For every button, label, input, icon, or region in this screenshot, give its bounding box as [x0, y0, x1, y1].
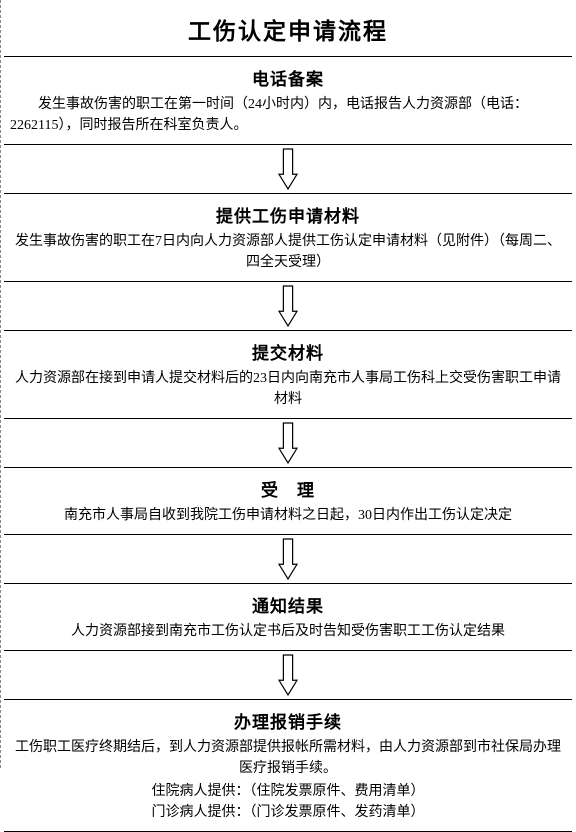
- flow-step: 提供工伤申请材料发生事故伤害的职工在7日内向人力资源部人提供工伤认定申请材料（见…: [4, 193, 572, 282]
- flow-step: 提交材料人力资源部在接到申请人提交材料后的23日内向南充市人事局工伤科上交受伤害…: [4, 330, 572, 419]
- step-body: 南充市人事局自收到我院工伤申请材料之日起，30日内作出工伤认定决定: [10, 505, 566, 526]
- flow-step: 电话备案发生事故伤害的职工在第一时间（24小时内）内，电话报告人力资源部（电话：…: [4, 56, 572, 145]
- step-body: 发生事故伤害的职工在7日内向人力资源部人提供工伤认定申请材料（见附件）（每周二、…: [10, 231, 566, 273]
- flow-step: 通知结果人力资源部接到南充市工伤认定书后及时告知受伤害职工工伤认定结果: [4, 583, 572, 651]
- step-body: 人力资源部在接到申请人提交材料后的23日内向南充市人事局工伤科上交受伤害职工申请…: [10, 368, 566, 410]
- step-body: 发生事故伤害的职工在第一时间（24小时内）内，电话报告人力资源部（电话：2262…: [10, 94, 566, 136]
- flow-step: 受 理南充市人事局自收到我院工伤申请材料之日起，30日内作出工伤认定决定: [4, 467, 572, 535]
- step-extra-line: 门诊病人提供：（门诊发票原件、发药清单）: [10, 802, 566, 823]
- page-title: 工伤认定申请流程: [4, 8, 572, 56]
- step-title: 受 理: [10, 476, 566, 501]
- down-arrow-icon: [4, 535, 572, 583]
- step-title: 办理报销手续: [10, 708, 566, 733]
- step-title: 提供工伤申请材料: [10, 202, 566, 227]
- down-arrow-icon: [4, 282, 572, 330]
- flowchart-container: 工伤认定申请流程 电话备案发生事故伤害的职工在第一时间（24小时内）内，电话报告…: [0, 0, 576, 832]
- down-arrow-icon: [4, 651, 572, 699]
- step-body: 工伤职工医疗终期结后，到人力资源部提供报帐所需材料，由人力资源部到市社保局办理医…: [10, 737, 566, 779]
- step-title: 电话备案: [10, 65, 566, 90]
- down-arrow-icon: [4, 145, 572, 193]
- step-title: 通知结果: [10, 592, 566, 617]
- step-body: 人力资源部接到南充市工伤认定书后及时告知受伤害职工工伤认定结果: [10, 621, 566, 642]
- flow-step: 办理报销手续工伤职工医疗终期结后，到人力资源部提供报帐所需材料，由人力资源部到市…: [4, 699, 572, 832]
- step-extra-line: 住院病人提供：（住院发票原件、费用清单）: [10, 781, 566, 802]
- flow-steps: 电话备案发生事故伤害的职工在第一时间（24小时内）内，电话报告人力资源部（电话：…: [4, 56, 572, 832]
- step-extra: 住院病人提供：（住院发票原件、费用清单）门诊病人提供：（门诊发票原件、发药清单）: [10, 781, 566, 823]
- left-dashed-rule: [0, 0, 1, 768]
- down-arrow-icon: [4, 419, 572, 467]
- step-title: 提交材料: [10, 339, 566, 364]
